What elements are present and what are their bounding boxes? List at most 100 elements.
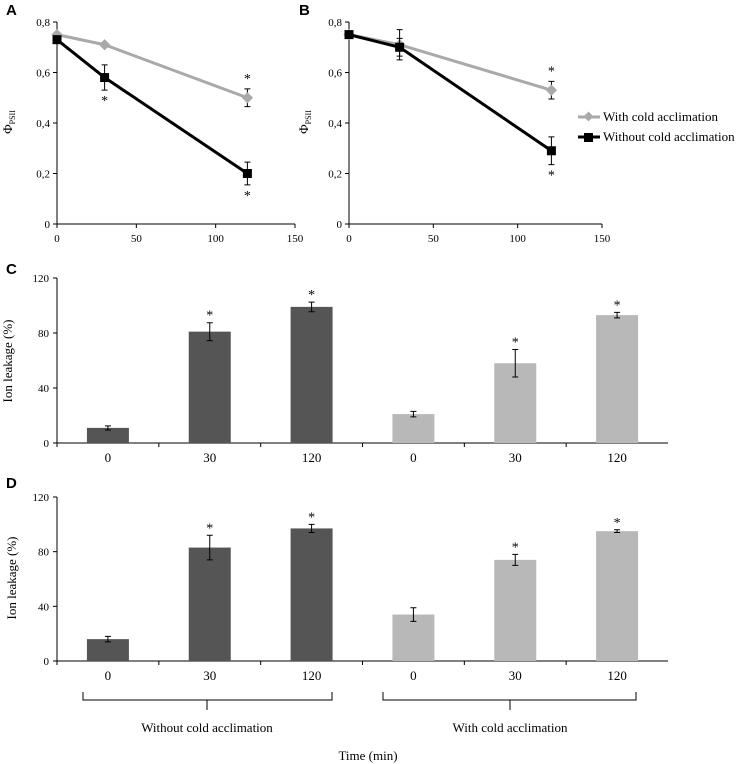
error-bar-c xyxy=(512,349,519,378)
y-tick-label-c: 40 xyxy=(38,383,50,395)
legend: With cold acclimation Without cold accli… xyxy=(578,109,735,144)
x-tick-label-c: 30 xyxy=(509,450,522,465)
bar-with-d xyxy=(392,614,435,661)
y-tick-label-b: 0,8 xyxy=(328,17,342,29)
y-tick-label-a: 0 xyxy=(45,219,51,231)
significance-star-c: * xyxy=(614,298,621,313)
x-tick-label-b: 50 xyxy=(428,233,440,245)
bar-without-d xyxy=(188,547,231,661)
y-tick-label-b: 0,6 xyxy=(328,68,342,80)
significance-star-d: * xyxy=(206,521,213,536)
data-point-without-b xyxy=(395,42,405,52)
error-bar-d xyxy=(410,607,417,622)
y-axis-label-b: ΦPSII xyxy=(296,110,313,134)
error-bar-d xyxy=(206,534,213,561)
x-tick-label-c: 30 xyxy=(203,450,216,465)
panel-label-c: C xyxy=(6,261,17,278)
bar-without-d xyxy=(290,528,333,661)
legend-with-marker xyxy=(583,111,594,122)
error-bar-c xyxy=(104,425,111,431)
significance-star-without-b: * xyxy=(548,169,555,184)
error-bar-d xyxy=(614,529,621,534)
x-tick-label-b: 150 xyxy=(594,233,611,245)
panel-label-b: B xyxy=(299,2,310,19)
bar-without-c xyxy=(86,427,129,443)
group-label-without: Without cold acclimation xyxy=(141,720,273,735)
x-tick-label-d: 30 xyxy=(509,668,522,683)
significance-star-d: * xyxy=(308,510,315,525)
x-tick-label-a: 0 xyxy=(54,233,60,245)
y-tick-label-a: 0,2 xyxy=(36,169,50,181)
bar-without-c xyxy=(188,331,231,443)
significance-star-c: * xyxy=(308,288,315,303)
y-axis-label-c: Ion leakage (%) xyxy=(0,319,15,402)
x-tick-label-c: 0 xyxy=(105,450,112,465)
legend-without-marker xyxy=(584,133,593,142)
x-tick-label-b: 0 xyxy=(346,233,352,245)
y-tick-label-b: 0,2 xyxy=(328,169,342,181)
plots: 0 0,2 0,4 0,6 0,8 0 50 100 150 * * * 0 0,2 0,4 0,6 0,8 0 5… xyxy=(33,17,668,683)
x-tick-label-c: 0 xyxy=(410,450,417,465)
y-tick-label-d: 120 xyxy=(33,492,50,504)
x-tick-label-c: 120 xyxy=(607,450,627,465)
panel-label-d: D xyxy=(6,475,17,492)
data-point-without-a xyxy=(52,35,62,45)
x-tick-label-d: 120 xyxy=(607,668,627,683)
x-tick-label-b: 100 xyxy=(509,233,526,245)
bar-with-c xyxy=(392,414,435,443)
x-tick-label-a: 100 xyxy=(207,233,224,245)
y-tick-label-c: 120 xyxy=(33,273,50,285)
series-line-without-a xyxy=(56,38,249,175)
x-tick-label-d: 0 xyxy=(105,668,112,683)
error-bar-c xyxy=(410,410,417,418)
error-bar-c xyxy=(308,301,315,313)
significance-star-c: * xyxy=(206,309,213,324)
y-tick-label-b: 0,4 xyxy=(328,118,342,130)
bracket-with xyxy=(382,692,637,710)
significance-star-d: * xyxy=(512,540,519,555)
y-tick-label-d: 40 xyxy=(38,601,50,613)
y-tick-label-b: 0 xyxy=(337,219,343,231)
data-point-without-a xyxy=(242,169,252,178)
error-bar-c xyxy=(614,311,621,319)
x-tick-label-a: 50 xyxy=(131,233,143,245)
y-tick-label-c: 80 xyxy=(38,328,50,340)
significance-star-d: * xyxy=(614,516,621,531)
legend-with-label: With cold acclimation xyxy=(603,109,718,124)
y-tick-label-d: 0 xyxy=(44,656,50,668)
y-axis-label-a: ΦPSII xyxy=(0,110,17,134)
data-point-without-b xyxy=(546,146,556,156)
legend-without-label: Without cold acclimation xyxy=(603,129,735,144)
group-label-with: With cold acclimation xyxy=(453,720,568,735)
error-bar-d xyxy=(308,523,315,534)
y-tick-label-c: 0 xyxy=(44,438,50,450)
x-tick-label-d: 0 xyxy=(410,668,417,683)
x-tick-label-d: 120 xyxy=(302,668,322,683)
y-tick-label-a: 0,8 xyxy=(36,17,50,29)
x-axis-label: Time (min) xyxy=(338,748,397,763)
data-point-without-b xyxy=(344,30,354,40)
significance-star-without-a: * xyxy=(101,94,108,109)
bar-with-d xyxy=(494,559,537,661)
error-bar-d xyxy=(104,635,111,643)
y-tick-label-a: 0,6 xyxy=(36,68,50,80)
error-bar-c xyxy=(206,322,213,342)
x-tick-label-a: 150 xyxy=(287,233,304,245)
bar-without-c xyxy=(290,306,333,443)
series-line-without-b xyxy=(348,33,553,153)
bracket-without xyxy=(82,692,333,710)
data-point-with-a xyxy=(98,39,111,51)
significance-star-with-b: * xyxy=(548,64,555,79)
x-tick-label-c: 120 xyxy=(302,450,322,465)
bar-without-d xyxy=(86,639,129,661)
significance-star-c: * xyxy=(512,336,519,351)
series-line-with-a xyxy=(56,33,248,100)
significance-star-without-a: * xyxy=(244,189,251,204)
data-point-with-a xyxy=(241,92,254,104)
y-tick-label-a: 0,4 xyxy=(36,118,50,130)
y-tick-label-d: 80 xyxy=(38,547,50,559)
group-brackets: Without cold acclimation With cold accli… xyxy=(82,692,637,763)
bar-with-d xyxy=(596,531,639,661)
data-point-with-b xyxy=(545,84,558,96)
